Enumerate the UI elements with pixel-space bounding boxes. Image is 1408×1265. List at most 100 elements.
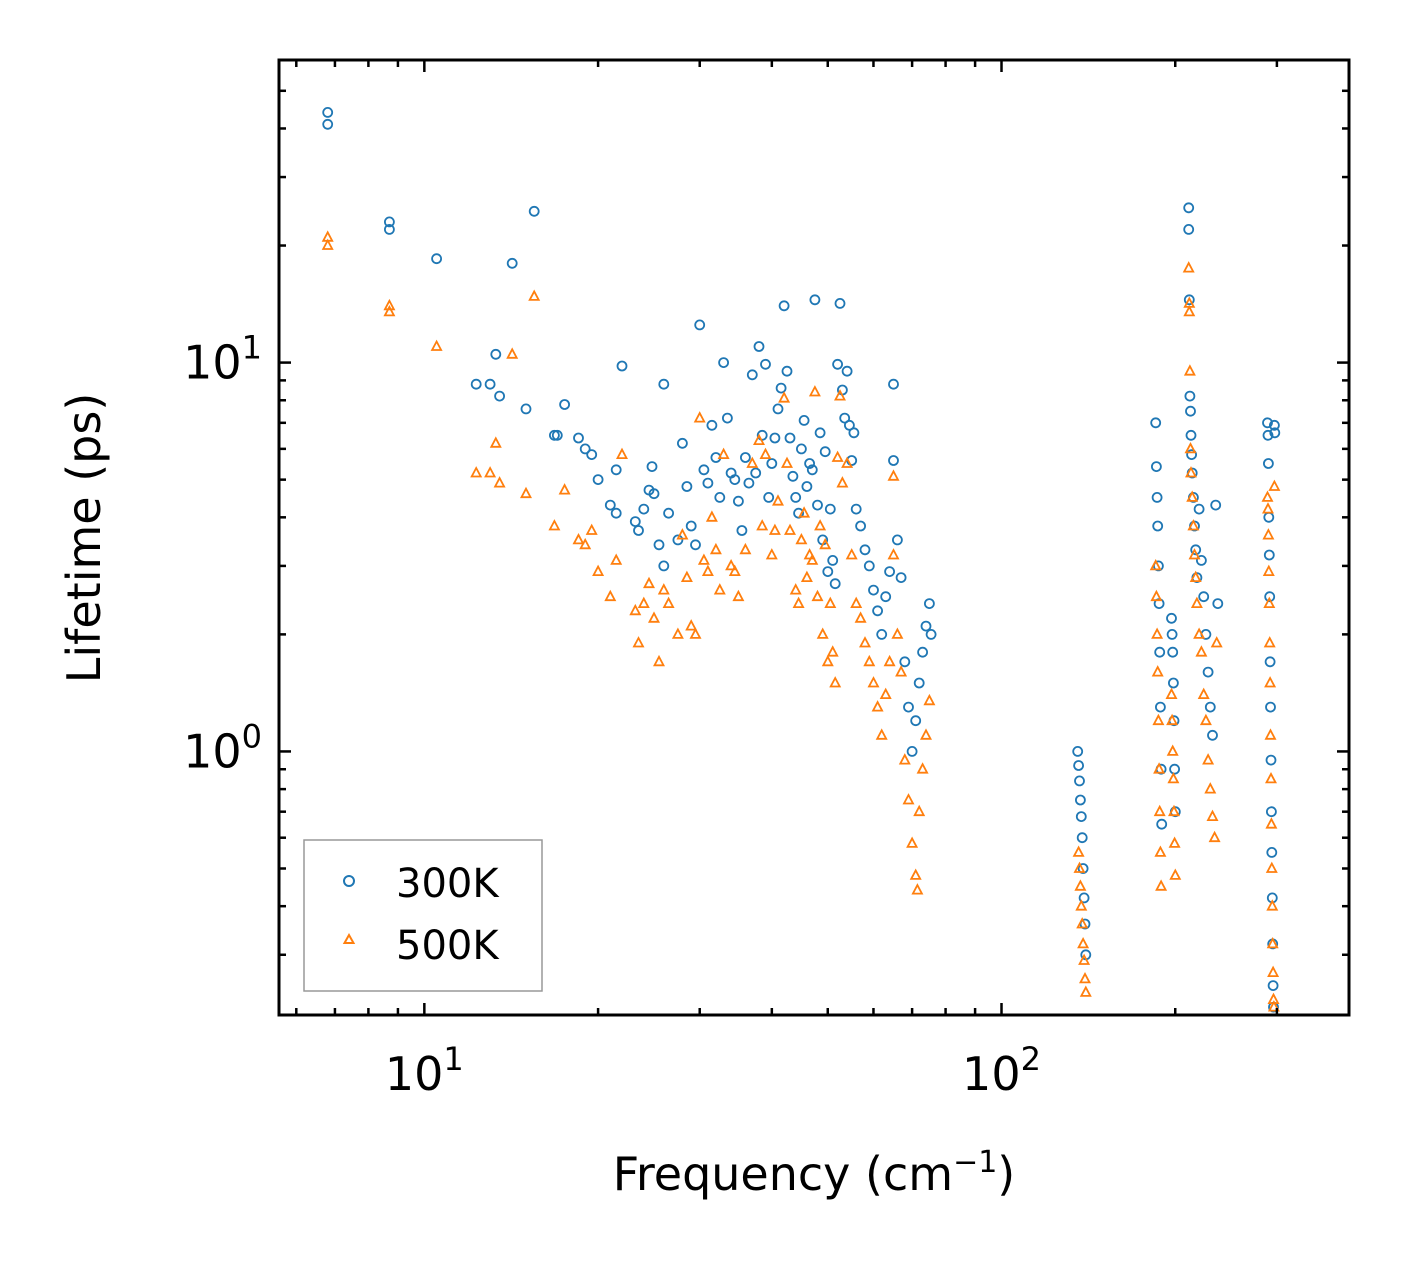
point-500k bbox=[383, 304, 396, 317]
point-500k bbox=[1261, 490, 1274, 502]
point-300k bbox=[586, 449, 598, 461]
point-500k bbox=[753, 433, 765, 446]
point-500k bbox=[657, 583, 670, 595]
point-300k bbox=[868, 584, 879, 596]
point-500k bbox=[1266, 936, 1279, 949]
point-300k bbox=[658, 560, 670, 572]
point-300k bbox=[892, 534, 903, 546]
point-300k bbox=[383, 223, 395, 235]
point-500k bbox=[383, 298, 396, 311]
y-tick-label: 101 bbox=[183, 329, 262, 390]
point-300k bbox=[809, 294, 821, 306]
point-300k bbox=[1155, 701, 1166, 713]
point-300k bbox=[876, 629, 888, 640]
point-300k bbox=[658, 378, 670, 390]
point-300k bbox=[677, 437, 688, 449]
point-300k bbox=[484, 378, 496, 390]
point-500k bbox=[732, 589, 745, 602]
point-500k bbox=[484, 466, 497, 478]
point-300k bbox=[733, 495, 744, 507]
point-300k bbox=[648, 488, 660, 500]
point-500k bbox=[1268, 479, 1281, 491]
point-500k bbox=[875, 728, 888, 740]
point-500k bbox=[709, 542, 722, 555]
point-500k bbox=[1265, 771, 1277, 784]
point-300k bbox=[494, 390, 506, 402]
point-300k bbox=[604, 499, 616, 511]
point-300k bbox=[1269, 427, 1281, 439]
point-500k bbox=[717, 447, 730, 460]
point-300k bbox=[793, 507, 804, 519]
point-300k bbox=[925, 629, 937, 640]
point-300k bbox=[1153, 598, 1165, 609]
point-300k bbox=[1266, 847, 1278, 858]
point-300k bbox=[1183, 294, 1195, 306]
point-500k bbox=[909, 868, 922, 880]
point-500k bbox=[1183, 364, 1196, 376]
point-300k bbox=[1262, 429, 1274, 441]
point-500k bbox=[883, 654, 896, 667]
point-500k bbox=[1153, 804, 1166, 817]
point-500k bbox=[637, 596, 650, 608]
point-500k bbox=[1155, 879, 1168, 891]
point-300k bbox=[610, 507, 622, 519]
point-500k bbox=[648, 611, 660, 623]
point-300k bbox=[913, 677, 925, 689]
point-300k bbox=[848, 427, 860, 439]
point-300k bbox=[903, 701, 914, 713]
point-500k bbox=[1166, 713, 1179, 726]
point-300k bbox=[520, 403, 532, 415]
point-500k bbox=[1165, 687, 1178, 699]
point-300k bbox=[1151, 461, 1162, 473]
point-300k bbox=[801, 481, 813, 492]
point-500k bbox=[1151, 627, 1164, 639]
point-500k bbox=[725, 558, 738, 571]
point-500k bbox=[1263, 636, 1276, 648]
point-500k bbox=[887, 469, 900, 481]
point-500k bbox=[632, 636, 645, 648]
point-500k bbox=[792, 596, 805, 608]
point-300k bbox=[920, 620, 932, 632]
point-500k bbox=[321, 238, 334, 250]
point-500k bbox=[1074, 879, 1087, 891]
legend-label-500k: 500K bbox=[396, 923, 500, 969]
point-300k bbox=[772, 403, 784, 415]
point-300k bbox=[888, 455, 899, 466]
point-500k bbox=[1263, 596, 1276, 608]
point-500k bbox=[1167, 771, 1180, 784]
point-300k bbox=[1073, 760, 1084, 771]
point-500k bbox=[1190, 596, 1203, 608]
point-500k bbox=[592, 564, 605, 576]
point-500k bbox=[689, 627, 702, 639]
point-300k bbox=[559, 399, 570, 410]
point-500k bbox=[1208, 830, 1221, 843]
point-300k bbox=[579, 443, 591, 455]
point-500k bbox=[756, 519, 769, 531]
point-300k bbox=[1152, 520, 1164, 532]
point-300k bbox=[798, 414, 810, 426]
point-500k bbox=[850, 596, 863, 608]
point-500k bbox=[795, 532, 808, 545]
point-300k bbox=[681, 481, 693, 492]
legend: 300K 500K bbox=[303, 839, 543, 992]
point-500k bbox=[558, 483, 571, 495]
point-500k bbox=[1154, 845, 1167, 857]
point-300k bbox=[470, 378, 482, 390]
legend-label-300k: 300K bbox=[396, 861, 500, 907]
point-500k bbox=[854, 611, 867, 623]
point-300k bbox=[819, 446, 831, 458]
point-500k bbox=[1076, 917, 1089, 929]
point-500k bbox=[1183, 304, 1196, 317]
point-500k bbox=[693, 411, 706, 423]
point-300k bbox=[1166, 629, 1178, 640]
point-500k bbox=[1151, 665, 1164, 677]
x-tick-label: 101 bbox=[385, 1040, 464, 1101]
point-500k bbox=[1206, 809, 1219, 821]
point-500k bbox=[1075, 899, 1088, 911]
point-300k bbox=[690, 539, 701, 551]
point-500k bbox=[1264, 728, 1277, 740]
point-300k bbox=[781, 365, 793, 377]
legend-marker-300k bbox=[343, 875, 355, 887]
point-300k bbox=[1076, 832, 1088, 844]
